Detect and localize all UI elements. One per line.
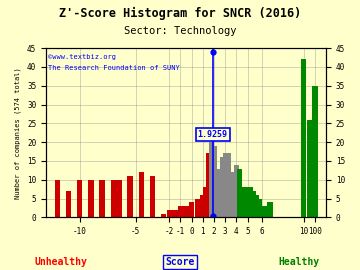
Bar [54,180,60,217]
Bar [66,191,71,217]
Text: Sector: Technology: Sector: Technology [124,26,236,36]
Bar [203,187,208,217]
Bar [239,187,245,217]
Bar [189,202,194,217]
Text: Z'-Score Histogram for SNCR (2016): Z'-Score Histogram for SNCR (2016) [59,7,301,20]
Bar [245,191,250,217]
Bar [306,120,312,217]
Bar [234,165,239,217]
Y-axis label: Number of companies (574 total): Number of companies (574 total) [15,67,22,199]
Bar [178,206,183,217]
Bar [167,210,172,217]
Bar [211,146,217,217]
Bar [225,153,231,217]
Bar [200,195,206,217]
Bar [77,180,82,217]
Text: Unhealthy: Unhealthy [35,256,87,266]
Bar [206,153,211,217]
Text: The Research Foundation of SUNY: The Research Foundation of SUNY [48,65,180,71]
Bar [301,59,306,217]
Bar [214,168,220,217]
Bar [161,214,166,217]
Bar [231,172,236,217]
Bar [222,153,228,217]
Bar [217,172,222,217]
Bar [228,172,234,217]
Bar [259,206,264,217]
Text: 1.9259: 1.9259 [198,130,228,139]
Bar [237,168,242,217]
Bar [256,198,261,217]
Text: ©www.textbiz.org: ©www.textbiz.org [48,54,116,60]
Bar [88,180,94,217]
Bar [139,172,144,217]
Bar [194,198,200,217]
Bar [267,202,273,217]
Bar [248,187,253,217]
Bar [172,210,177,217]
Bar [150,176,155,217]
Text: Healthy: Healthy [278,256,319,266]
Bar [220,157,225,217]
Bar [242,187,248,217]
Bar [262,206,267,217]
Bar [251,191,256,217]
Bar [111,180,116,217]
Bar [116,180,122,217]
Text: Score: Score [165,256,195,266]
Bar [312,86,318,217]
Bar [208,142,214,217]
Bar [183,206,189,217]
Bar [253,195,259,217]
Bar [127,176,133,217]
Bar [99,180,105,217]
